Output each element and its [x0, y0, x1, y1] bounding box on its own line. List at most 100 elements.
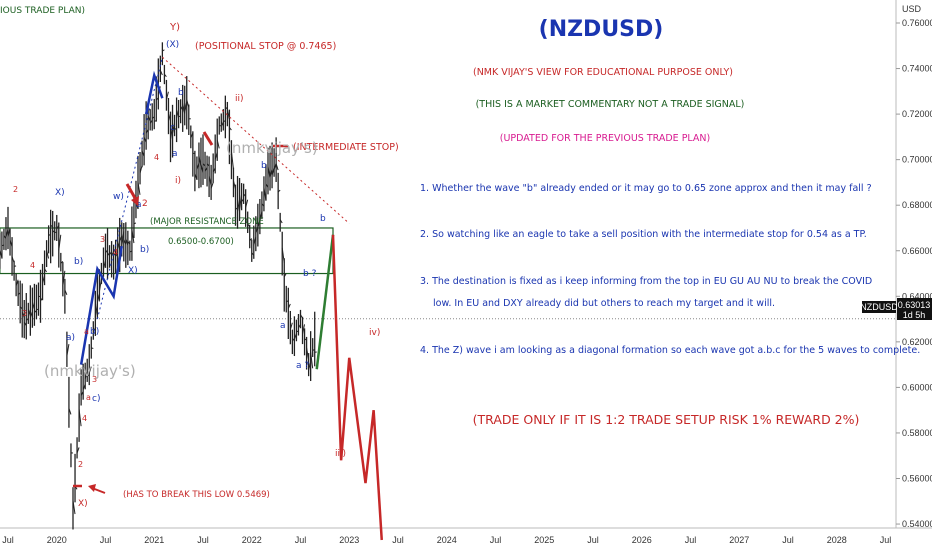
wave-label: (X)	[166, 40, 179, 50]
wave-label: a	[136, 200, 142, 210]
price-badge-symbol: NZDUSD	[860, 302, 898, 312]
x-tick-label: Jul	[295, 535, 307, 545]
wave-label: X)	[128, 266, 138, 276]
x-tick-label: 2022	[242, 535, 262, 545]
wave-label: 3	[22, 309, 27, 318]
price-bar-close	[230, 151, 234, 170]
y-tick-label: 0.72000	[902, 109, 932, 119]
price-bar-close	[46, 250, 50, 259]
wave-label: iii)	[335, 449, 346, 459]
y-tick-label: 0.62000	[902, 337, 932, 347]
wave-label: i)	[175, 176, 181, 186]
y-tick-label: 0.70000	[902, 155, 932, 165]
price-bar-close	[216, 139, 220, 149]
wave-label: a ?	[296, 361, 309, 371]
resistance-arrow-icon	[125, 183, 139, 206]
price-bar-close	[91, 347, 94, 349]
price-bar-close	[62, 270, 66, 287]
price-bar-close	[164, 73, 167, 77]
wave-label: c)	[92, 394, 100, 404]
y-axis-currency: USD	[902, 4, 922, 14]
price-bar-close	[44, 268, 47, 273]
price-bar-close	[76, 447, 80, 454]
price-bar-close	[64, 289, 68, 295]
price-bar-close	[279, 219, 283, 224]
x-tick-label: 2028	[827, 535, 847, 545]
wave-label: a	[280, 321, 286, 331]
wave-label: 3	[100, 235, 105, 244]
x-tick-label: Jul	[782, 535, 794, 545]
price-bar-close	[229, 127, 232, 131]
wave-label: iv)	[369, 328, 380, 338]
x-tick-label: 2027	[729, 535, 749, 545]
y-tick-label: 0.68000	[902, 200, 932, 210]
disclaimer-educational: (NMK VIJAY'S VIEW FOR EDUCATIONAL PURPOS…	[473, 67, 733, 78]
y-tick-label: 0.60000	[902, 382, 932, 392]
price-bar-close	[72, 500, 76, 515]
y-tick-label: 0.56000	[902, 474, 932, 484]
y-tick-label: 0.76000	[902, 18, 932, 28]
x-tick-label: 2025	[534, 535, 554, 545]
note-4: 4. The Z) wave i am looking as a diagona…	[420, 345, 920, 356]
wave-label: a)	[66, 333, 75, 343]
dotted-trendline	[162, 56, 350, 224]
watermark-bottom: (nmkvijay's)	[44, 362, 136, 380]
y-tick-label: 0.58000	[902, 428, 932, 438]
wave-label: 4	[113, 248, 118, 257]
wave-path-blue	[79, 245, 123, 365]
y-axis[interactable]: 0.76000 0.74000 0.72000 0.70000 0.68000 0.660…	[896, 18, 932, 529]
wave-b-arrow-icon	[202, 131, 214, 146]
note-2: 2. So watching like an eagle to take a s…	[420, 229, 867, 240]
chart-title: (NZDUSD)	[539, 17, 664, 42]
price-bars	[0, 42, 317, 530]
wave-label: b)	[90, 327, 99, 337]
x-tick-label: 2023	[339, 535, 359, 545]
wave-label: a	[84, 327, 89, 336]
y-tick-label: 0.54000	[902, 519, 932, 529]
x-tick-label: Jul	[2, 535, 14, 545]
note-1: 1. Whether the wave "b" already ended or…	[420, 183, 872, 194]
x-tick-label: Jul	[490, 535, 502, 545]
y-tick-label: 0.64000	[902, 291, 932, 301]
intermediate-stop-label: (INTERMEDIATE STOP)	[293, 142, 399, 153]
price-bar-close	[88, 366, 92, 374]
price-bar-close	[131, 229, 135, 244]
price-bar-close	[210, 182, 214, 189]
positional-stop-label: (POSITIONAL STOP @ 0.7465)	[195, 41, 336, 52]
wave-label: w)	[113, 192, 124, 202]
x-axis[interactable]: Jul 2020 Jul 2021 Jul 2022 Jul 2023 Jul 2024 Jul 20…	[2, 535, 891, 545]
wave-label: Y)	[169, 22, 180, 33]
price-badge-value: 0.63013	[898, 300, 931, 310]
price-bar-close	[275, 163, 279, 171]
projection-green	[315, 234, 335, 370]
x-tick-label: 2020	[47, 535, 67, 545]
x-tick-label: Jul	[197, 535, 209, 545]
wave-label: 3	[92, 375, 97, 384]
price-bar-close	[68, 408, 72, 415]
x-tick-label: 2026	[632, 535, 652, 545]
y-tick-label: 0.74000	[902, 64, 932, 74]
wave-labels: Y)(X)bii)i)4 a2 X) w)a 2b)34 b)X)43a)a b)3a c)4…	[13, 22, 380, 509]
price-bar-close	[283, 273, 287, 278]
price-bar-close	[58, 234, 62, 251]
note-3-line-2: low. In EU and DXY already did but other…	[433, 298, 775, 309]
price-bar-close	[159, 70, 163, 76]
zone-title: (MAJOR RESISTANCE ZONE	[150, 217, 264, 227]
wave-label: 2	[13, 185, 18, 194]
price-bar-close	[133, 222, 137, 225]
wave-label: 2	[78, 460, 83, 469]
wave-label: 4	[30, 261, 35, 270]
price-bar-close	[162, 49, 165, 52]
wave-label: X)	[78, 499, 88, 509]
updated-note: (UPDATED FOR THE PREVIOUS TRADE PLAN)	[500, 133, 711, 144]
projections	[79, 56, 383, 541]
break-low-label: (HAS TO BREAK THIS LOW 0.5469)	[123, 490, 270, 500]
wave-path-blue-top	[144, 70, 164, 115]
price-bar-close	[245, 199, 249, 208]
wave-label: 4	[154, 153, 159, 162]
price-bar-close	[60, 260, 64, 264]
wave-label: X)	[55, 188, 65, 198]
price-bar-close	[78, 409, 82, 427]
x-tick-label: Jul	[587, 535, 599, 545]
